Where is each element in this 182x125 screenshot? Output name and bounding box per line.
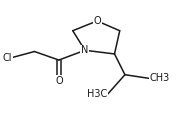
Text: N: N [81, 45, 89, 55]
Text: O: O [93, 16, 101, 26]
Text: CH3: CH3 [149, 73, 170, 83]
Text: O: O [55, 76, 63, 86]
Text: H3C: H3C [87, 89, 108, 99]
Text: Cl: Cl [2, 53, 12, 63]
